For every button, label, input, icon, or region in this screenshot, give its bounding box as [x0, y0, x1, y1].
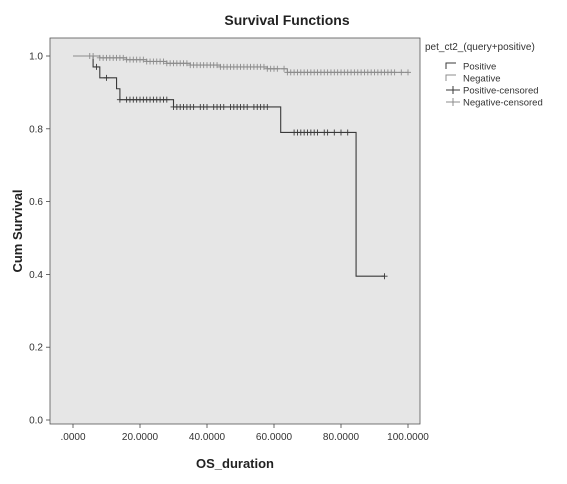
x-tick-label: 100.0000	[387, 432, 429, 443]
censored-mark-positive	[264, 103, 271, 110]
censored-mark-positive	[116, 96, 123, 103]
censored-mark-positive	[324, 129, 331, 136]
censored-mark-negative	[281, 65, 288, 72]
censored-mark-positive	[344, 129, 351, 136]
censored-mark-positive	[204, 103, 210, 110]
y-axis-label: Cum Survival	[10, 189, 25, 272]
x-tick-label: .0000	[60, 432, 85, 443]
y-tick-label: 0.6	[29, 197, 43, 208]
x-axis: .0000 20.0000 40.0000 60.0000 80.0000 100.000…	[60, 424, 429, 443]
series-layer	[73, 53, 411, 280]
censored-mark-negative	[160, 58, 167, 65]
y-tick-label: 0.0	[29, 416, 43, 427]
censored-mark-negative	[398, 69, 405, 76]
y-tick-label: 0.2	[29, 343, 43, 354]
legend-swatch	[445, 62, 456, 69]
chart-title: Survival Functions	[224, 12, 349, 28]
censored-mark-positive	[190, 103, 197, 110]
censored-mark-positive	[314, 129, 321, 136]
y-tick-label: 0.8	[29, 124, 43, 135]
legend-swatch	[445, 74, 456, 81]
censored-mark-negative	[120, 54, 127, 61]
x-tick-label: 20.0000	[122, 432, 159, 443]
censored-mark-negative	[214, 62, 221, 69]
censored-mark-positive	[338, 129, 344, 136]
censored-mark-negative	[140, 56, 147, 63]
plot-area	[49, 37, 421, 425]
censored-mark-negative	[274, 65, 281, 72]
censored-mark-positive	[103, 74, 110, 81]
y-tick-label: 1.0	[29, 52, 43, 63]
censored-mark-positive	[93, 63, 100, 70]
censored-mark-positive	[220, 103, 227, 110]
y-tick-label: 0.4	[29, 270, 43, 281]
x-tick-label: 80.0000	[323, 432, 360, 443]
legend-entry: Positive	[463, 62, 496, 73]
x-axis-label: OS_duration	[196, 456, 274, 471]
legend-swatch	[446, 86, 460, 94]
y-axis: 0.0 0.2 0.4 0.6 0.8 1.0	[29, 52, 50, 427]
legend: pet_ct2_(query+positive) PositiveNegativ…	[425, 42, 543, 109]
censored-mark-positive	[163, 96, 170, 103]
x-tick-label: 60.0000	[256, 432, 293, 443]
legend-entry: Positive-censored	[463, 86, 539, 97]
legend-title: pet_ct2_(query+positive)	[425, 42, 535, 53]
censored-mark-positive	[381, 273, 388, 280]
legend-swatch	[446, 98, 460, 106]
censored-mark-negative	[183, 60, 190, 67]
legend-entry: Negative	[463, 74, 501, 85]
x-tick-label: 40.0000	[189, 432, 226, 443]
censored-mark-positive	[331, 129, 338, 136]
censored-mark-negative	[391, 69, 398, 76]
censored-mark-positive	[244, 103, 251, 110]
censored-mark-negative	[405, 69, 411, 76]
censored-mark-negative	[260, 63, 267, 70]
censored-mark-negative	[90, 53, 97, 59]
legend-entry: Negative-censored	[463, 98, 543, 109]
